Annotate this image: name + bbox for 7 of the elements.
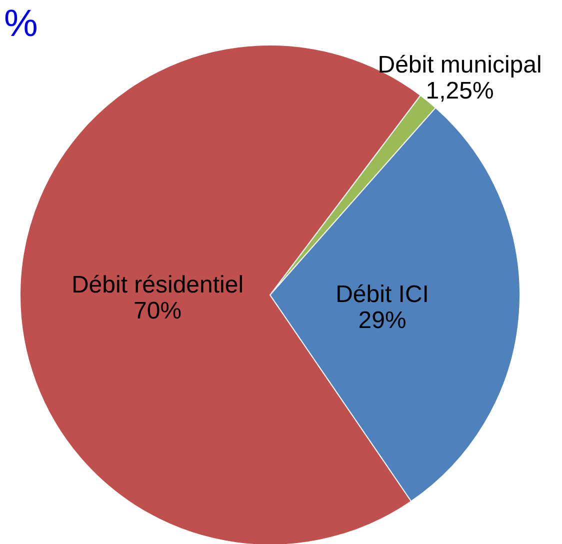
slice-label: Débit municipal bbox=[378, 52, 542, 79]
data-label: 70% bbox=[134, 297, 182, 324]
slice-label: Débit ICI bbox=[336, 280, 429, 308]
slice-label: Débit résidentiel bbox=[71, 271, 244, 298]
chart-title: % bbox=[4, 3, 38, 45]
data-label: 29% bbox=[358, 306, 406, 334]
data-label: 1,25% bbox=[426, 78, 494, 105]
